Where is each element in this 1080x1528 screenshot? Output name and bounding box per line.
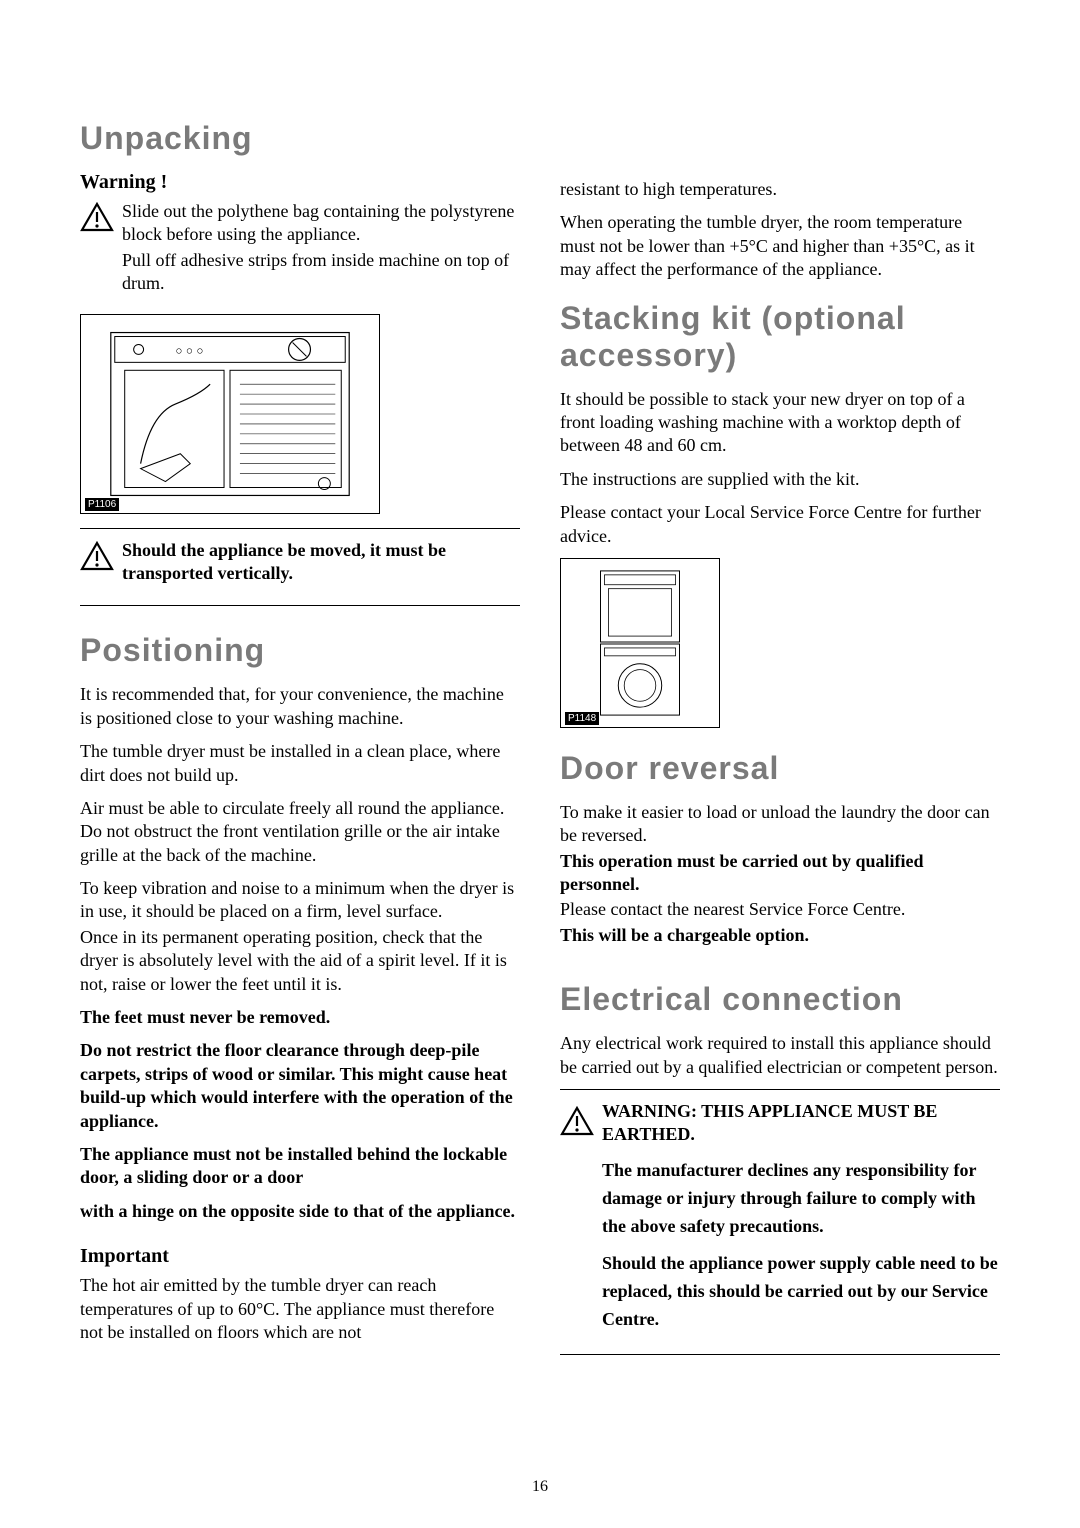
door-heading: Door reversal bbox=[560, 750, 1000, 787]
warning-triangle-icon bbox=[80, 202, 114, 232]
electrical-heading: Electrical connection bbox=[560, 981, 1000, 1018]
door-p2: Please contact the nearest Service Force… bbox=[560, 898, 1000, 921]
unpacking-warning-p1: Slide out the polythene bag containing t… bbox=[122, 200, 520, 247]
door-p1: To make it easier to load or unload the … bbox=[560, 801, 1000, 848]
unpacking-heading: Unpacking bbox=[80, 120, 520, 157]
right-column: resistant to high temperatures. When ope… bbox=[560, 120, 1000, 1365]
stacked-appliance-icon bbox=[561, 558, 719, 728]
positioning-b4: with a hinge on the opposite side to tha… bbox=[80, 1200, 520, 1223]
positioning-p4b: Once in its permanent operating position… bbox=[80, 926, 520, 996]
svg-text:○ ○ ○: ○ ○ ○ bbox=[175, 343, 203, 357]
electrical-warn3: Should the appliance power supply cable … bbox=[602, 1250, 1000, 1334]
page-content: Unpacking Warning ! Slide out the polyth… bbox=[80, 120, 1000, 1365]
electrical-warning-block: WARNING: THIS APPLIANCE MUST BE EARTHED.… bbox=[560, 1100, 1000, 1344]
warning-label: Warning ! bbox=[80, 171, 520, 194]
door-b2: This will be a chargeable option. bbox=[560, 924, 1000, 947]
divider bbox=[80, 605, 520, 606]
continuation-p1: resistant to high temperatures. bbox=[560, 178, 1000, 201]
figure-label: P1148 bbox=[565, 712, 599, 725]
divider bbox=[560, 1354, 1000, 1355]
positioning-heading: Positioning bbox=[80, 632, 520, 669]
stacking-p2: The instructions are supplied with the k… bbox=[560, 468, 1000, 491]
move-warning-text: Should the appliance be moved, it must b… bbox=[122, 539, 520, 586]
stacking-p1: It should be possible to stack your new … bbox=[560, 388, 1000, 458]
divider bbox=[560, 1089, 1000, 1090]
electrical-warn2: The manufacturer declines any responsibi… bbox=[602, 1157, 1000, 1241]
page-number: 16 bbox=[0, 1478, 1080, 1496]
left-column: Unpacking Warning ! Slide out the polyth… bbox=[80, 120, 520, 1365]
stacking-p3: Please contact your Local Service Force … bbox=[560, 501, 1000, 548]
stacking-figure: P1148 bbox=[560, 558, 720, 728]
warning-triangle-icon bbox=[560, 1106, 594, 1136]
drum-illustration-icon: ○ ○ ○ bbox=[81, 314, 379, 514]
positioning-b1: The feet must never be removed. bbox=[80, 1006, 520, 1029]
electrical-warn1: WARNING: THIS APPLIANCE MUST BE EARTHED. bbox=[602, 1100, 1000, 1147]
positioning-p2: The tumble dryer must be installed in a … bbox=[80, 740, 520, 787]
unpacking-warning-block: Slide out the polythene bag containing t… bbox=[80, 200, 520, 306]
continuation-p2: When operating the tumble dryer, the roo… bbox=[560, 211, 1000, 281]
warning-triangle-icon bbox=[80, 541, 114, 571]
door-b1: This operation must be carried out by qu… bbox=[560, 850, 1000, 897]
move-warning-block: Should the appliance be moved, it must b… bbox=[80, 539, 520, 596]
figure-label: P1106 bbox=[85, 498, 119, 511]
stacking-heading: Stacking kit (optional accessory) bbox=[560, 300, 1000, 374]
unpacking-figure: ○ ○ ○ P1106 bbox=[80, 314, 380, 514]
positioning-b3: The appliance must not be installed behi… bbox=[80, 1143, 520, 1190]
electrical-p1: Any electrical work required to install … bbox=[560, 1032, 1000, 1079]
positioning-p3: Air must be able to circulate freely all… bbox=[80, 797, 520, 867]
important-label: Important bbox=[80, 1245, 520, 1268]
positioning-p1: It is recommended that, for your conveni… bbox=[80, 683, 520, 730]
unpacking-warning-p2: Pull off adhesive strips from inside mac… bbox=[122, 249, 520, 296]
positioning-b2: Do not restrict the floor clearance thro… bbox=[80, 1039, 520, 1133]
divider bbox=[80, 528, 520, 529]
important-text: The hot air emitted by the tumble dryer … bbox=[80, 1274, 520, 1344]
positioning-p4a: To keep vibration and noise to a minimum… bbox=[80, 877, 520, 924]
